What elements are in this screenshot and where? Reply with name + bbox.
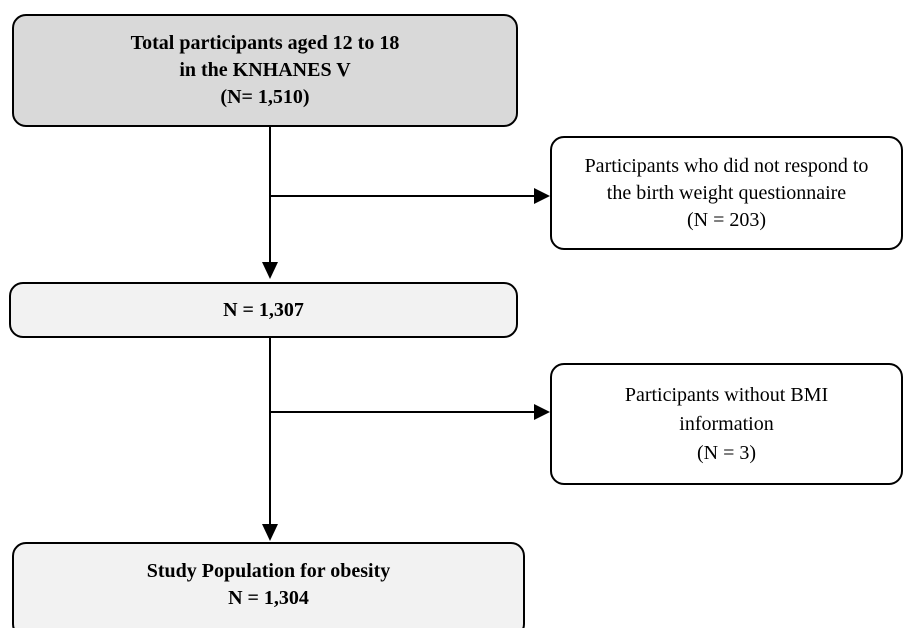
arrowhead-right-2 bbox=[534, 404, 550, 420]
arrowhead-down-1 bbox=[262, 262, 278, 279]
excl-bmi-line-3: (N = 3) bbox=[696, 441, 757, 464]
excl-birth-line-2: the birth weight questionnaire bbox=[606, 181, 847, 204]
n1307-line-1: N = 1,307 bbox=[223, 299, 304, 321]
study-population-box: Study Population for obesity N = 1,304 bbox=[12, 542, 525, 628]
excl-bmi-line-2: information bbox=[679, 412, 774, 435]
total-participants-box: Total participants aged 12 to 18 in the … bbox=[12, 14, 518, 127]
total-line-3: (N= 1,510) bbox=[220, 86, 310, 108]
arrowhead-right-1 bbox=[534, 188, 550, 204]
study-line-1: Study Population for obesity bbox=[146, 560, 391, 582]
excl-bmi-line-1: Participants without BMI bbox=[624, 383, 829, 406]
study-line-2: N = 1,304 bbox=[228, 587, 309, 609]
excl-birth-line-3: (N = 203) bbox=[686, 208, 767, 231]
excluded-birth-weight-box: Participants who did not respond to the … bbox=[550, 136, 903, 250]
excluded-bmi-box: Participants without BMI information (N … bbox=[550, 363, 903, 485]
total-line-1: Total participants aged 12 to 18 bbox=[130, 32, 400, 54]
excl-birth-line-1: Participants who did not respond to bbox=[584, 154, 869, 177]
total-line-2: in the KNHANES V bbox=[179, 59, 351, 81]
arrowhead-down-2 bbox=[262, 524, 278, 541]
after-first-exclusion-box: N = 1,307 bbox=[9, 282, 518, 338]
